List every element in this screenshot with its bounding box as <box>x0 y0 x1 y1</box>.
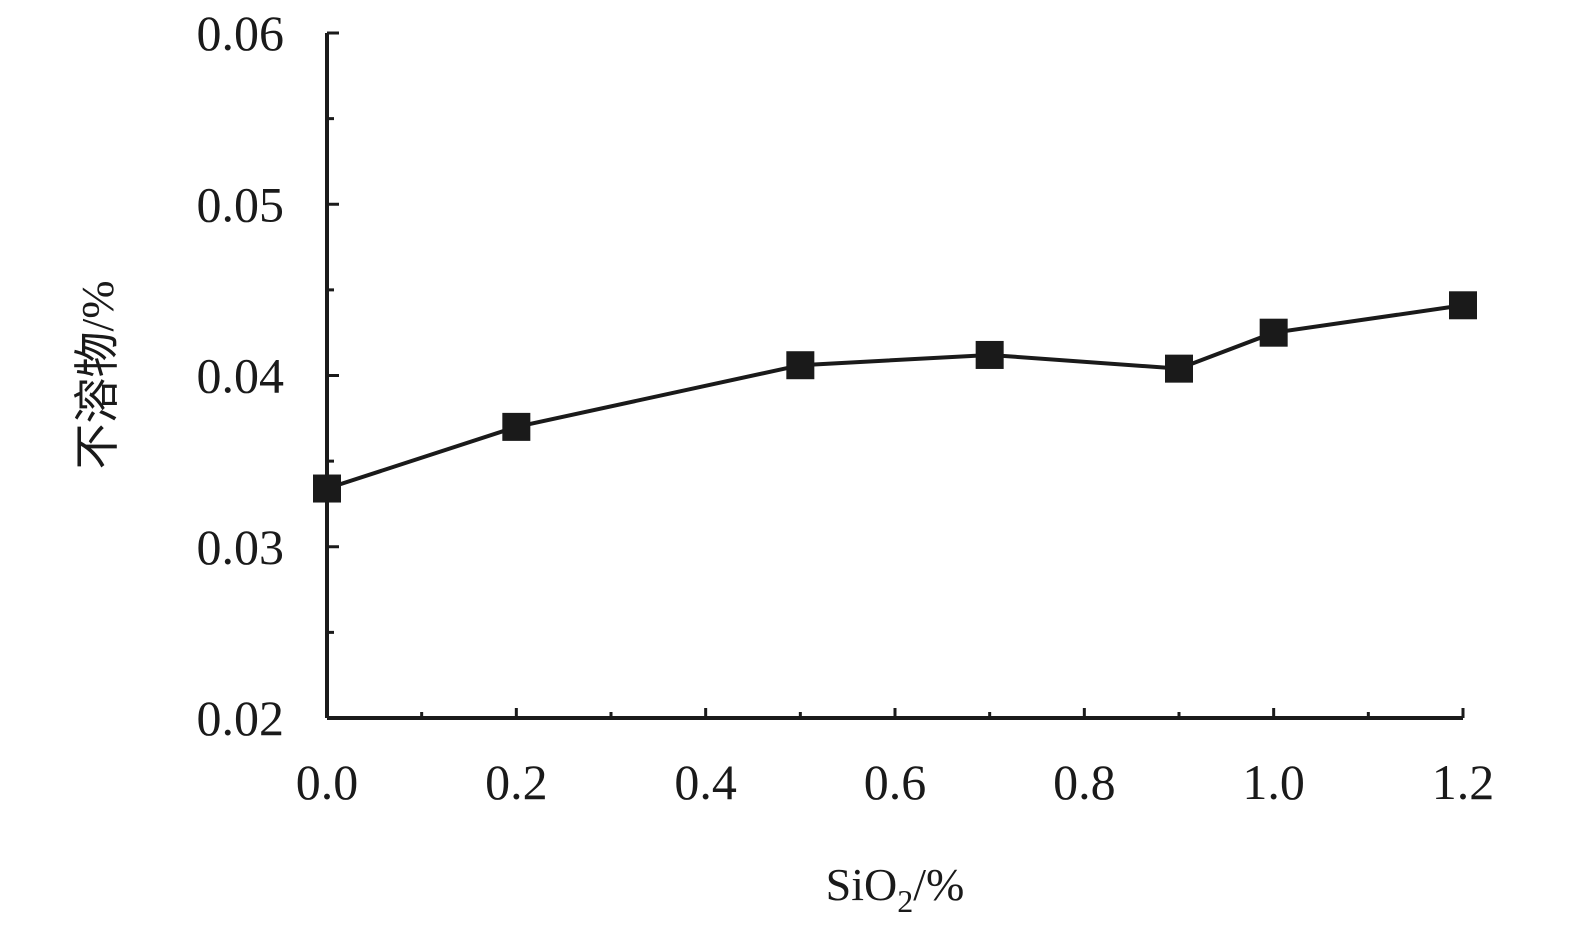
x-tick-label: 0.4 <box>674 754 737 810</box>
x-axis-title-main: SiO <box>826 859 898 910</box>
y-axis-title: 不溶物/% <box>72 280 123 469</box>
series-line <box>326 303 1464 491</box>
x-tick-label: 0.6 <box>864 754 927 810</box>
y-tick-label: 0.04 <box>197 348 285 404</box>
data-point-marker <box>786 351 815 380</box>
data-point-marker <box>1449 291 1477 320</box>
y-tick-label: 0.05 <box>197 176 285 232</box>
data-point-marker <box>502 412 531 441</box>
x-tick-label: 1.2 <box>1432 754 1495 810</box>
x-axis-title: SiO2/% <box>826 859 965 919</box>
x-axis-title-suffix: /% <box>913 859 964 910</box>
series-layer <box>313 291 1477 503</box>
y-tick-label: 0.03 <box>197 519 285 575</box>
y-axis-ticks: 0.02 0.03 0.04 0.05 0.06 <box>197 5 339 746</box>
data-point-marker <box>1165 354 1193 383</box>
data-point-marker <box>975 340 1004 369</box>
x-tick-label: 0.8 <box>1053 754 1116 810</box>
data-point-marker <box>313 474 341 503</box>
x-axis-title-subscript: 2 <box>897 883 913 919</box>
axes <box>325 33 1463 720</box>
y-tick-label: 0.06 <box>197 5 285 61</box>
y-tick-label: 0.02 <box>197 690 285 746</box>
data-point-marker <box>1259 318 1288 347</box>
x-tick-label: 0.0 <box>296 754 359 810</box>
x-axis-ticks: 0.0 0.2 0.4 0.6 0.8 1.0 1.2 <box>296 708 1495 810</box>
x-tick-label: 1.0 <box>1242 754 1305 810</box>
x-tick-label: 0.2 <box>485 754 548 810</box>
